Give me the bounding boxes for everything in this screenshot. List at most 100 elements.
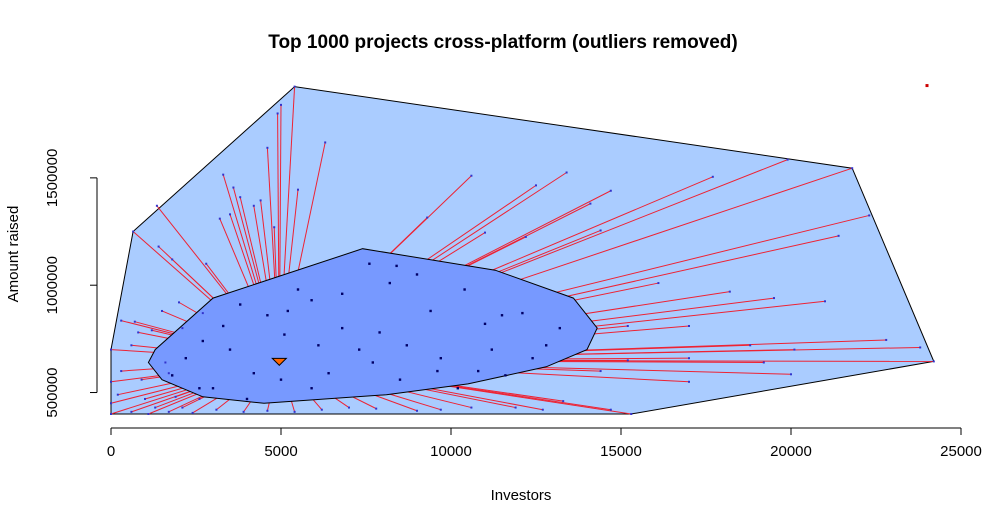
data-point — [470, 406, 473, 409]
data-point — [154, 406, 157, 409]
data-point — [919, 346, 922, 349]
data-point — [252, 372, 255, 375]
y-axis-label: Amount raised — [5, 206, 22, 303]
data-point — [239, 303, 242, 306]
data-point — [490, 348, 493, 351]
data-point — [276, 112, 279, 115]
data-point — [341, 326, 344, 330]
data-point — [484, 231, 486, 234]
data-point — [728, 290, 731, 293]
data-point — [144, 397, 146, 400]
data-point — [245, 397, 249, 401]
data-point — [164, 361, 167, 364]
data-point — [310, 387, 313, 390]
data-point — [378, 331, 381, 334]
outlier-point — [925, 84, 929, 88]
data-point — [266, 146, 269, 149]
data-point — [266, 314, 269, 317]
data-point — [140, 378, 143, 381]
data-point — [181, 406, 184, 409]
data-point — [341, 292, 344, 295]
data-point — [110, 402, 112, 405]
data-point — [120, 319, 123, 322]
data-point — [215, 408, 218, 411]
inner-hull — [147, 248, 598, 404]
data-point — [310, 299, 313, 302]
data-point — [259, 199, 262, 202]
data-point — [688, 357, 690, 360]
x-tick-label: 25000 — [940, 443, 982, 460]
data-point — [174, 395, 177, 398]
data-point — [793, 348, 796, 351]
y-tick-label: 1500000 — [44, 149, 61, 207]
data-point — [280, 103, 282, 106]
data-point — [218, 217, 221, 220]
median-marker — [271, 357, 288, 367]
data-point — [297, 188, 299, 191]
data-point — [609, 189, 612, 192]
data-point — [358, 348, 361, 351]
data-point — [155, 204, 158, 207]
data-point — [426, 216, 429, 219]
data-point — [565, 171, 568, 174]
data-point — [132, 230, 135, 233]
data-point — [439, 356, 442, 360]
data-point — [252, 204, 255, 207]
y-tick-label: 1000000 — [44, 256, 61, 314]
data-point — [599, 370, 602, 373]
chart-title: Top 1000 projects cross-platform (outlie… — [268, 32, 738, 53]
data-point — [130, 344, 133, 347]
data-point — [405, 344, 408, 347]
x-axis-label: Investors — [491, 487, 552, 504]
data-point — [147, 413, 150, 415]
x-tick-label: 0 — [107, 443, 115, 460]
data-point — [521, 311, 524, 315]
data-point — [514, 406, 517, 409]
data-point — [242, 410, 245, 413]
data-point — [222, 324, 225, 328]
data-point — [327, 372, 330, 375]
data-point — [273, 226, 276, 229]
x-tick-label: 20000 — [770, 443, 812, 460]
data-point — [773, 297, 775, 300]
data-point — [348, 406, 350, 409]
data-point — [110, 413, 112, 415]
data-point — [824, 300, 826, 303]
data-point — [535, 184, 537, 187]
data-point — [562, 400, 565, 403]
data-point — [524, 235, 527, 238]
data-point — [232, 186, 235, 189]
data-point — [181, 327, 184, 330]
data-point — [171, 374, 174, 377]
data-point — [500, 314, 504, 317]
data-point — [504, 374, 507, 377]
data-point — [184, 356, 187, 360]
data-point — [398, 378, 402, 381]
data-point — [657, 282, 660, 285]
data-point — [178, 301, 180, 304]
data-point — [558, 326, 561, 330]
data-point — [439, 408, 442, 411]
data-point — [688, 324, 690, 327]
data-point — [266, 409, 269, 412]
data-point — [416, 409, 418, 412]
data-point — [429, 309, 432, 313]
data-point — [191, 411, 194, 414]
data-point — [762, 361, 765, 364]
data-point — [110, 348, 112, 351]
data-point — [885, 338, 888, 341]
data-point — [790, 373, 792, 376]
data-point — [456, 387, 459, 390]
data-point — [137, 331, 140, 334]
data-point — [688, 380, 690, 383]
data-point — [837, 234, 840, 237]
data-point — [609, 408, 612, 411]
data-point — [171, 258, 174, 261]
data-point — [167, 372, 170, 375]
data-point — [167, 410, 170, 413]
data-point — [463, 288, 466, 291]
axes: 0 5000 10000 15000 20000 25000 500000 1000000 15… — [44, 149, 982, 460]
data-point — [388, 281, 391, 285]
data-point — [626, 324, 629, 327]
